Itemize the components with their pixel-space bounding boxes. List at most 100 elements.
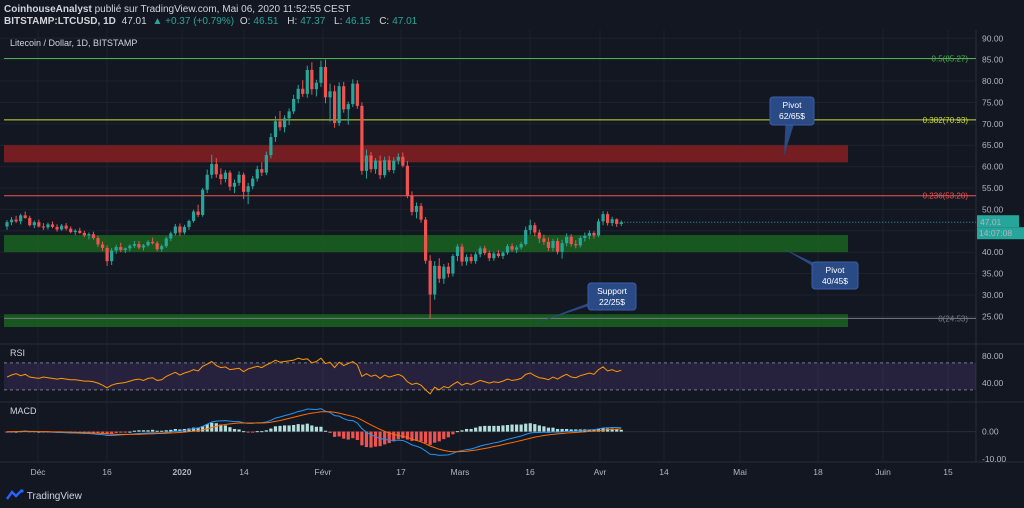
x-tick-label: 14 [239,467,249,477]
x-tick-label: 2020 [173,467,192,477]
candle-body [342,86,346,110]
macd-histogram-bar [100,431,105,434]
rsi-tick-label: 40.00 [982,378,1004,388]
chart-header: CoinhouseAnalyst publié sur TradingView.… [0,0,1024,30]
macd-histogram-bar [424,431,428,444]
candle-body [132,244,136,246]
macd-histogram-bar [173,428,177,432]
close-label: C: [379,16,390,27]
macd-histogram-bar [328,431,332,433]
macd-histogram-bar [155,430,159,432]
signal-line [7,411,622,453]
x-tick-label: Déc [30,467,46,477]
candle-body [82,232,86,236]
macd-histogram-bar [483,425,487,432]
macd-histogram-bar [128,431,132,433]
candle-body [574,244,578,246]
candle-body [528,225,532,230]
candle-body [246,186,250,192]
candle-body [14,219,18,222]
candle-body [433,265,437,295]
macd-histogram-bar [346,431,350,440]
candle-body [410,195,414,212]
candle-body [487,253,491,259]
macd-histogram-bar [105,431,109,435]
macd-histogram-bar [451,431,455,435]
candle-body [173,226,177,234]
candle-body [296,88,300,100]
candle-body [269,137,273,156]
candle-body [301,88,305,94]
candle-body [105,247,109,262]
macd-line [6,408,622,456]
published-text: publié sur TradingView.com, Mai 06, 2020… [94,4,351,15]
macd-histogram-bar [574,429,578,432]
high-value: 47.37 [300,16,326,27]
macd-histogram-bar [433,431,437,443]
candle-body [451,256,455,274]
macd-histogram-bar [201,426,205,432]
x-tick-label: 15 [943,467,953,477]
macd-histogram-bar [555,428,560,432]
candle-body [251,178,255,187]
macd-histogram-bar [560,428,564,432]
candle-body [155,243,159,250]
fib-level-label: 0.382(70.93) [923,116,969,125]
chart-canvas[interactable]: 90.00 85.00 80.00 75.00 70.00 65.00 60.00 55.00… [0,30,1024,484]
x-tick-label: Mars [451,467,470,477]
macd-histogram-bar [469,428,473,432]
macd-histogram-bar [437,431,441,442]
macd-histogram-bar [137,430,141,432]
macd-histogram-bar [410,431,414,441]
macd-histogram-bar [496,425,500,432]
candle-body [460,246,464,262]
x-tick-label: Févr [315,467,332,477]
macd-histogram-bar [310,425,314,432]
candle-body [337,86,341,123]
macd-histogram-bar [510,424,514,432]
candle-body [364,155,369,171]
macd-histogram-bar [169,429,173,432]
price-tick-label: 75.00 [982,97,1004,107]
candle-body [369,155,373,170]
candle-body [46,224,50,228]
candle-body [278,121,282,128]
macd-histogram-bar [487,425,491,432]
candle-body [373,160,378,170]
x-tick-label: Avr [594,467,607,477]
candle-body [228,172,232,187]
macd-histogram-bar [301,424,305,432]
macd-histogram-bar [323,430,328,432]
author-name[interactable]: CoinhouseAnalyst [4,4,92,15]
fib-level-label: 0.236(53.20) [923,192,969,201]
candle-body [287,111,291,119]
candle-body [469,256,473,262]
candle-body [346,104,350,110]
candle-body [305,69,309,94]
candle-body [223,172,227,180]
macd-histogram-bar [528,423,532,432]
macd-histogram-bar [569,429,573,432]
symbol-label[interactable]: BITSTAMP:LTCUSD, 1D [4,16,116,27]
candle-body [87,234,91,236]
macd-histogram-bar [255,431,259,433]
macd-histogram-bar [314,426,318,432]
macd-histogram-bar [460,430,464,432]
price-tick-label: 35.00 [982,269,1004,279]
macd-histogram-bar [141,430,146,432]
candle-body [19,215,23,222]
candle-body [282,118,287,128]
tradingview-brand[interactable]: TradingView [6,489,82,504]
macd-histogram-bar [505,424,510,432]
macd-histogram-bar [278,425,282,432]
candle-body [123,248,127,251]
candle-body [264,155,268,173]
macd-histogram-bar [223,425,227,432]
macd-histogram-bar [160,430,164,432]
macd-histogram-bar [333,431,337,437]
candle-body [128,245,132,249]
countdown-tag-label: 14:07:08 [979,228,1012,238]
candle-body [314,82,318,90]
candle-body [169,233,173,239]
macd-pane-title: MACD [10,406,37,416]
